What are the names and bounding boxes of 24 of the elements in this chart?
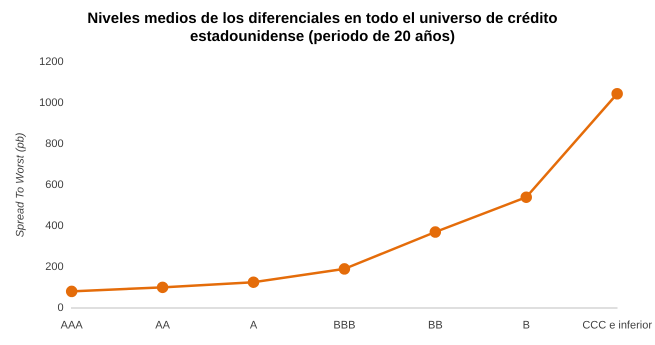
point — [66, 286, 78, 298]
y-tick-label: 1200 — [39, 56, 64, 68]
y-tick-label: 800 — [45, 138, 64, 150]
point — [611, 88, 623, 100]
point — [430, 226, 442, 238]
y-axis-title: Spread To Worst (pb) — [14, 132, 27, 238]
x-tick-label: B — [522, 319, 530, 332]
x-tick-label: CCC e inferior — [582, 319, 652, 332]
x-tick-label: BBB — [333, 319, 356, 332]
point — [248, 276, 260, 288]
y-tick-label: 400 — [45, 220, 64, 232]
y-tick-label: 600 — [45, 178, 64, 191]
x-tick-label: AAA — [60, 319, 84, 332]
text: Niveles medios de los diferenciales en todo el universo de crédito — [87, 10, 558, 28]
point — [520, 191, 532, 203]
point — [338, 263, 350, 275]
y-tick-label: 1000 — [39, 97, 64, 109]
y-tick-label: 0 — [58, 302, 64, 314]
y-tick-label: 200 — [45, 260, 64, 273]
point — [156, 282, 168, 294]
text: estadounidense (periodo de 20 años) — [190, 28, 456, 46]
x-tick-label: BB — [428, 319, 443, 332]
x-tick-label: AA — [155, 319, 171, 332]
x-tick-label: A — [250, 319, 258, 332]
